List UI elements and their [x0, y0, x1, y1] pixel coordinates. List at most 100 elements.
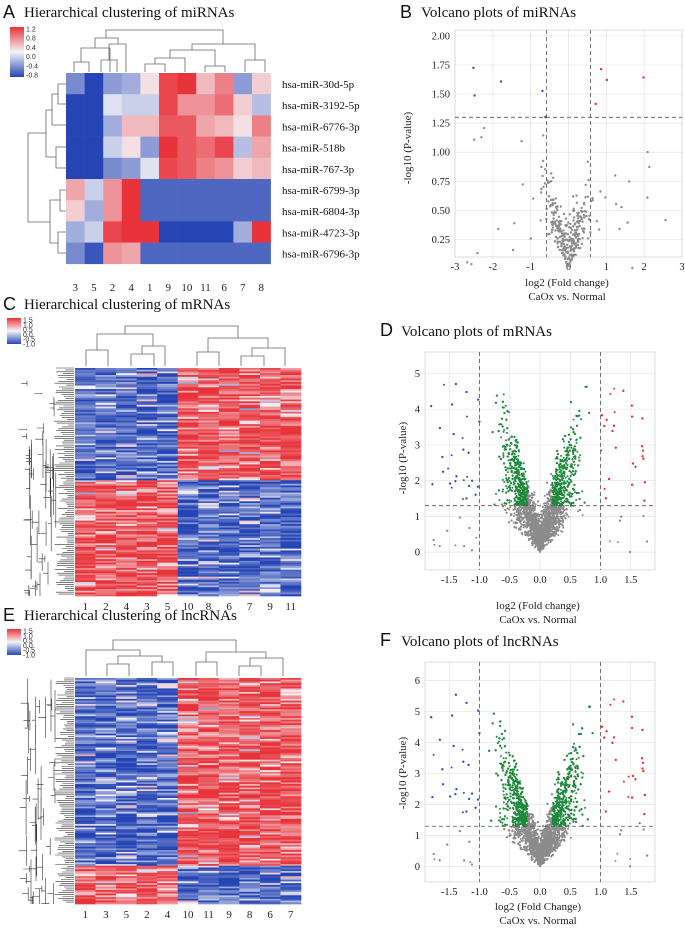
heatmap-cell: [136, 478, 158, 481]
heatmap-cell: [198, 446, 220, 450]
heatmap-cell: [116, 385, 137, 388]
heatmap-cell: [95, 413, 117, 416]
heatmap-cell: [116, 389, 137, 392]
heatmap-cell: [218, 450, 240, 453]
heatmap-cell: [157, 573, 179, 576]
heatmap-cell: [177, 378, 199, 381]
heatmap-cell: [157, 557, 179, 560]
data-point: [442, 383, 445, 386]
data-point: [523, 475, 526, 478]
heatmap-cell: [95, 511, 117, 514]
heatmap-cell: [218, 578, 240, 581]
heatmap-cell: [157, 369, 179, 372]
heatmap-cell: [259, 401, 281, 404]
heatmap-cell: [66, 179, 85, 201]
heatmap-cell: [218, 557, 240, 560]
heatmap-cell: [95, 375, 117, 378]
heatmap-cell: [95, 403, 117, 406]
heatmap-cell: [218, 385, 240, 388]
heatmap-cell: [95, 443, 117, 446]
heatmap-cell: [198, 473, 220, 476]
heatmap-cell: [259, 559, 281, 562]
heatmap-cell: [280, 587, 302, 590]
heatmap-cell: [116, 378, 137, 381]
heatmap-cell: [177, 543, 199, 546]
heatmap-cell: [75, 476, 96, 479]
heatmap-cell: [177, 513, 199, 516]
heatmap-cell: [198, 546, 220, 549]
heatmap-cell: [198, 418, 220, 421]
data-point: [594, 102, 597, 106]
heatmap-cell: [239, 443, 261, 446]
heatmap-cell: [259, 438, 281, 441]
data-point: [507, 490, 510, 493]
heatmap-cell: [218, 476, 240, 479]
heatmap-cell: [116, 429, 137, 432]
heatmap-cell: [116, 382, 137, 385]
heatmap-cell: [75, 387, 96, 390]
heatmap-cell: [157, 501, 179, 504]
heatmap-cell: [280, 534, 302, 537]
heatmap-cell: [140, 115, 160, 137]
data-point: [614, 174, 617, 177]
data-point: [533, 518, 536, 521]
heatmap-cell: [75, 385, 96, 388]
heatmap-cell: [239, 380, 261, 383]
heatmap-cell: [218, 382, 240, 385]
heatmap-cell: [239, 532, 261, 535]
heatmap-cell: [95, 471, 117, 474]
heatmap-cell: [239, 580, 261, 583]
heatmap-cell: [198, 422, 220, 425]
heatmap-cell: [136, 392, 158, 395]
heatmap-cell: [218, 524, 240, 527]
heatmap-cell: [177, 439, 199, 443]
heatmap-cell: [259, 476, 281, 479]
data-point: [466, 415, 468, 418]
heatmap-cell: [198, 368, 220, 371]
heatmap-cell: [177, 580, 199, 583]
heatmap-cell: [157, 439, 179, 443]
heatmap-cell: [157, 401, 179, 404]
heatmap-cell: [259, 469, 281, 472]
heatmap-cell: [218, 474, 240, 478]
heatmap-cell: [75, 482, 96, 485]
data-point: [513, 490, 516, 493]
heatmap-cell: [177, 545, 199, 548]
heatmap-cell: [239, 594, 261, 597]
heatmap-cell: [218, 383, 240, 386]
heatmap-cell: [280, 578, 302, 581]
heatmap-cell: [218, 527, 240, 530]
heatmap-cell: [116, 531, 137, 534]
heatmap-cell: [259, 385, 281, 388]
heatmap-cell: [75, 553, 96, 557]
heatmap-cell: [136, 524, 158, 527]
heatmap-cell: [259, 504, 281, 507]
heatmap-cell: [177, 522, 199, 525]
heatmap-cell: [75, 571, 96, 574]
heatmap-cell: [116, 574, 137, 578]
heatmap-cell: [280, 592, 302, 595]
heatmap-cell: [75, 489, 96, 492]
heatmap-cell: [259, 434, 281, 437]
row-label: hsa-miR-6804-3p: [282, 206, 360, 218]
heatmap-cell: [259, 531, 281, 534]
heatmap-cell: [75, 452, 96, 455]
heatmap-cell: [75, 369, 96, 372]
heatmap-cell: [280, 559, 302, 562]
heatmap-cell: [95, 431, 117, 434]
data-point: [556, 237, 559, 240]
heatmap-cell: [280, 389, 302, 392]
heatmap-cell: [95, 434, 117, 437]
heatmap-cell: [177, 492, 199, 495]
heatmap-cell: [239, 403, 261, 406]
heatmap-cell: [95, 460, 117, 464]
heatmap-cell: [75, 559, 96, 562]
heatmap-cell: [218, 397, 240, 400]
heatmap-cell: [75, 390, 96, 393]
heatmap-cell: [218, 394, 240, 397]
heatmap-cell: [177, 392, 199, 395]
heatmap-cell: [280, 373, 302, 376]
heatmap-cell: [280, 536, 302, 539]
heatmap-cell: [95, 578, 117, 581]
